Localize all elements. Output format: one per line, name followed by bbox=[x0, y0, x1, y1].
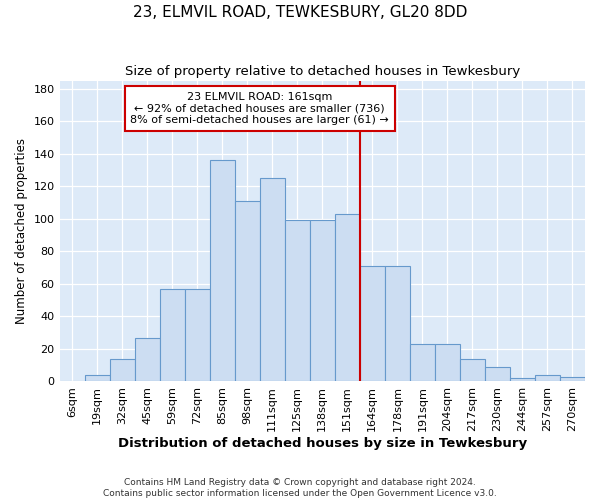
Text: 23 ELMVIL ROAD: 161sqm
← 92% of detached houses are smaller (736)
8% of semi-det: 23 ELMVIL ROAD: 161sqm ← 92% of detached… bbox=[130, 92, 389, 125]
Text: 23, ELMVIL ROAD, TEWKESBURY, GL20 8DD: 23, ELMVIL ROAD, TEWKESBURY, GL20 8DD bbox=[133, 5, 467, 20]
Bar bbox=[385, 266, 410, 382]
Bar bbox=[134, 338, 160, 382]
Bar bbox=[85, 375, 110, 382]
Bar bbox=[535, 375, 560, 382]
Title: Size of property relative to detached houses in Tewkesbury: Size of property relative to detached ho… bbox=[125, 65, 520, 78]
Bar bbox=[560, 376, 585, 382]
Bar bbox=[110, 358, 134, 382]
Bar bbox=[185, 288, 209, 382]
Bar bbox=[360, 266, 385, 382]
Bar bbox=[160, 288, 185, 382]
Bar bbox=[209, 160, 235, 382]
Bar bbox=[410, 344, 435, 382]
Bar bbox=[310, 220, 335, 382]
Bar bbox=[435, 344, 460, 382]
Bar bbox=[235, 201, 260, 382]
Bar bbox=[510, 378, 535, 382]
Text: Contains HM Land Registry data © Crown copyright and database right 2024.
Contai: Contains HM Land Registry data © Crown c… bbox=[103, 478, 497, 498]
Bar bbox=[285, 220, 310, 382]
Bar bbox=[260, 178, 285, 382]
Bar bbox=[460, 358, 485, 382]
Bar bbox=[485, 367, 510, 382]
X-axis label: Distribution of detached houses by size in Tewkesbury: Distribution of detached houses by size … bbox=[118, 437, 527, 450]
Bar bbox=[335, 214, 360, 382]
Y-axis label: Number of detached properties: Number of detached properties bbox=[15, 138, 28, 324]
